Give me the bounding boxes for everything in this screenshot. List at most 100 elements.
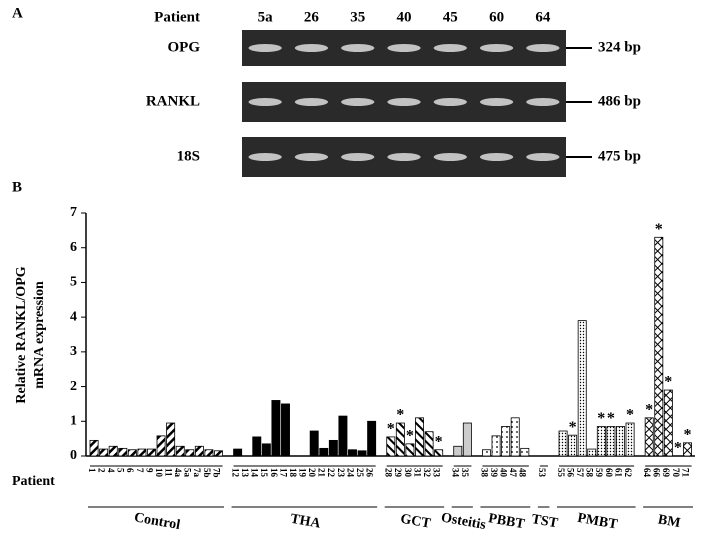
- x-tick-label: 12: [231, 468, 241, 478]
- x-tick-label: 14: [250, 468, 260, 478]
- lane-label: 26: [304, 9, 320, 25]
- significance-marker: *: [597, 410, 605, 427]
- x-tick-label: 56: [566, 468, 576, 478]
- y-tick-label: 3: [70, 344, 77, 359]
- x-tick-label: 59: [594, 468, 604, 478]
- x-tick-label: 2: [97, 468, 107, 473]
- gel-band: [341, 153, 375, 161]
- gel-band: [433, 44, 467, 52]
- panel-letter: A: [12, 5, 23, 21]
- bar: [118, 447, 128, 457]
- gel-band: [433, 98, 467, 106]
- x-tick-label: 4: [106, 468, 116, 473]
- bar: [328, 439, 338, 457]
- bar: [137, 448, 147, 457]
- significance-marker: *: [569, 419, 577, 436]
- lane-label: 35: [350, 9, 365, 25]
- x-tick-label: 19: [298, 468, 308, 478]
- y-tick-label: 6: [70, 240, 77, 255]
- significance-marker: *: [406, 428, 414, 445]
- significance-marker: *: [655, 221, 663, 238]
- gel-band: [341, 44, 375, 52]
- bar: [261, 443, 271, 457]
- bar: [616, 426, 625, 457]
- y-axis-label: Relative RANKL/OPG: [14, 266, 29, 403]
- x-tick-label: 15: [259, 468, 269, 478]
- significance-marker: *: [664, 374, 672, 391]
- bar: [357, 450, 367, 457]
- x-tick-label: 5: [116, 468, 126, 473]
- row-label: OPG: [168, 39, 201, 55]
- x-tick-label: 13: [240, 468, 250, 478]
- size-label: 324 bp: [598, 39, 641, 55]
- bar: [683, 442, 692, 457]
- y-tick-label: 0: [70, 448, 77, 463]
- x-tick-label: 4a: [173, 468, 183, 478]
- lane-label: 45: [443, 9, 458, 25]
- x-tick-label: 5b: [202, 468, 212, 478]
- x-tick-label: 11: [164, 468, 174, 477]
- x-tick-label: 38: [479, 468, 489, 478]
- row-label: RANKL: [146, 93, 200, 109]
- bar: [367, 420, 377, 457]
- significance-marker: *: [645, 401, 653, 418]
- bar: [453, 445, 463, 457]
- y-tick-label: 2: [70, 379, 77, 394]
- bar: [204, 449, 214, 457]
- bar: [99, 448, 109, 457]
- bar: [405, 443, 415, 457]
- y-tick-label: 4: [70, 309, 77, 324]
- y-tick-label: 7: [70, 205, 77, 220]
- bar: [596, 426, 606, 457]
- size-label: 486 bp: [598, 93, 641, 109]
- bar: [319, 447, 329, 457]
- bar: [654, 236, 664, 457]
- x-tick-label: 9: [144, 468, 154, 473]
- gel-band: [433, 153, 467, 161]
- significance-marker: *: [387, 421, 395, 438]
- size-label: 475 bp: [598, 148, 641, 164]
- x-tick-label: 20: [307, 468, 317, 478]
- x-tick-label: 47: [508, 468, 518, 478]
- x-tick-label: 53: [537, 468, 547, 478]
- gel-band: [387, 98, 421, 106]
- bar: [587, 448, 597, 457]
- x-tick-label: 29: [393, 468, 403, 478]
- x-tick-label: 28: [384, 468, 394, 478]
- group-label: BM: [657, 512, 682, 531]
- gel-band: [526, 98, 560, 106]
- x-tick-label: 7b: [211, 468, 221, 478]
- group-label: PBBT: [487, 511, 526, 532]
- x-tick-label: 7: [135, 468, 145, 473]
- bar: [434, 449, 444, 457]
- x-tick-label: 22: [326, 468, 336, 478]
- gel-band: [294, 44, 329, 52]
- significance-marker: *: [674, 440, 682, 457]
- bar: [252, 436, 262, 457]
- y-tick-label: 5: [70, 275, 77, 290]
- bar: [214, 450, 223, 457]
- x-tick-label: 6: [125, 468, 135, 473]
- gel-band: [479, 98, 514, 106]
- bar: [338, 415, 348, 457]
- row-label: 18S: [177, 148, 200, 164]
- bar: [577, 320, 587, 457]
- lane-label: 64: [535, 9, 551, 25]
- x-tick-label: 71: [680, 468, 690, 478]
- x-tick-label: 30: [403, 468, 413, 478]
- x-tick-label: 5a: [183, 468, 193, 478]
- bar: [108, 445, 118, 457]
- x-tick-label: 64: [642, 468, 652, 478]
- bar: [281, 403, 290, 457]
- group-label: THA: [289, 512, 322, 532]
- y-tick-label: 1: [70, 414, 77, 429]
- x-tick-label: 10: [154, 468, 164, 478]
- x-tick-label: 33: [432, 468, 442, 478]
- x-tick-label: 32: [422, 468, 432, 478]
- lane-label: 60: [489, 9, 504, 25]
- lane-label: 5a: [258, 9, 274, 25]
- group-label: Osteitis: [440, 510, 488, 533]
- x-tick-label: 61: [613, 468, 623, 478]
